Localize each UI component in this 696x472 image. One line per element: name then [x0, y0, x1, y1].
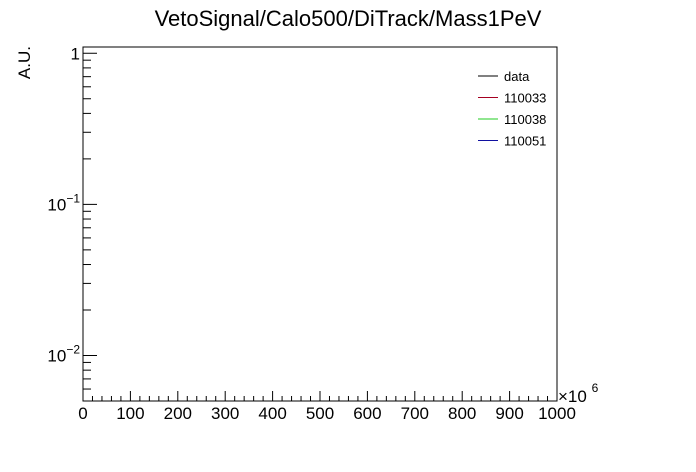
x-axis-multiplier: ×10 6: [558, 381, 599, 406]
x-tick-label: 200: [164, 404, 192, 423]
y-tick-label: 10−2: [47, 343, 80, 366]
y-axis-label: A.U.: [15, 46, 34, 79]
x-tick-label: 1000: [538, 404, 576, 423]
x-tick-label: 100: [116, 404, 144, 423]
x-tick-label: 500: [306, 404, 334, 423]
y-tick-base: 10: [47, 347, 66, 366]
x-tick-label: 0: [78, 404, 87, 423]
y-axis: 110−110−2: [47, 44, 97, 402]
legend-label: data: [504, 69, 530, 84]
plot-frame: [82, 46, 558, 402]
x-multiplier-exponent: 6: [592, 381, 599, 395]
y-tick-label: 10−1: [47, 191, 80, 214]
x-axis: 0 100 200 300 400 500 600 700 800 900 1000: [78, 391, 576, 423]
legend: data 110033 110038 110051: [478, 69, 546, 149]
x-multiplier-base: ×10: [558, 387, 587, 406]
x-tick-label: 800: [448, 404, 476, 423]
x-tick-label: 700: [401, 404, 429, 423]
y-tick-exponent: −1: [66, 191, 80, 205]
legend-label: 110051: [504, 134, 546, 149]
x-tick-label: 300: [211, 404, 239, 423]
y-tick-exponent: −2: [66, 343, 80, 357]
y-tick-base: 10: [47, 195, 66, 214]
x-tick-label: 400: [258, 404, 286, 423]
y-tick-label: 1: [71, 44, 80, 63]
legend-label: 110038: [504, 112, 546, 127]
chart-title: VetoSignal/Calo500/DiTrack/Mass1PeV: [155, 6, 542, 31]
x-tick-label: 900: [495, 404, 523, 423]
x-tick-label: 600: [353, 404, 381, 423]
y-tick-base: 1: [71, 44, 80, 63]
legend-label: 110033: [504, 91, 546, 106]
